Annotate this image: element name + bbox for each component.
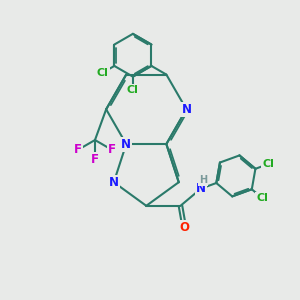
Text: Cl: Cl <box>262 159 274 169</box>
Text: Cl: Cl <box>127 85 139 95</box>
Text: N: N <box>196 182 206 195</box>
Text: Cl: Cl <box>256 193 268 203</box>
Text: F: F <box>108 143 116 156</box>
Text: F: F <box>91 153 99 166</box>
Text: H: H <box>199 175 207 185</box>
Text: Cl: Cl <box>97 68 109 78</box>
Text: N: N <box>121 138 131 151</box>
Text: O: O <box>179 221 189 234</box>
Text: N: N <box>109 176 119 189</box>
Text: N: N <box>182 103 191 116</box>
Text: F: F <box>74 143 82 156</box>
